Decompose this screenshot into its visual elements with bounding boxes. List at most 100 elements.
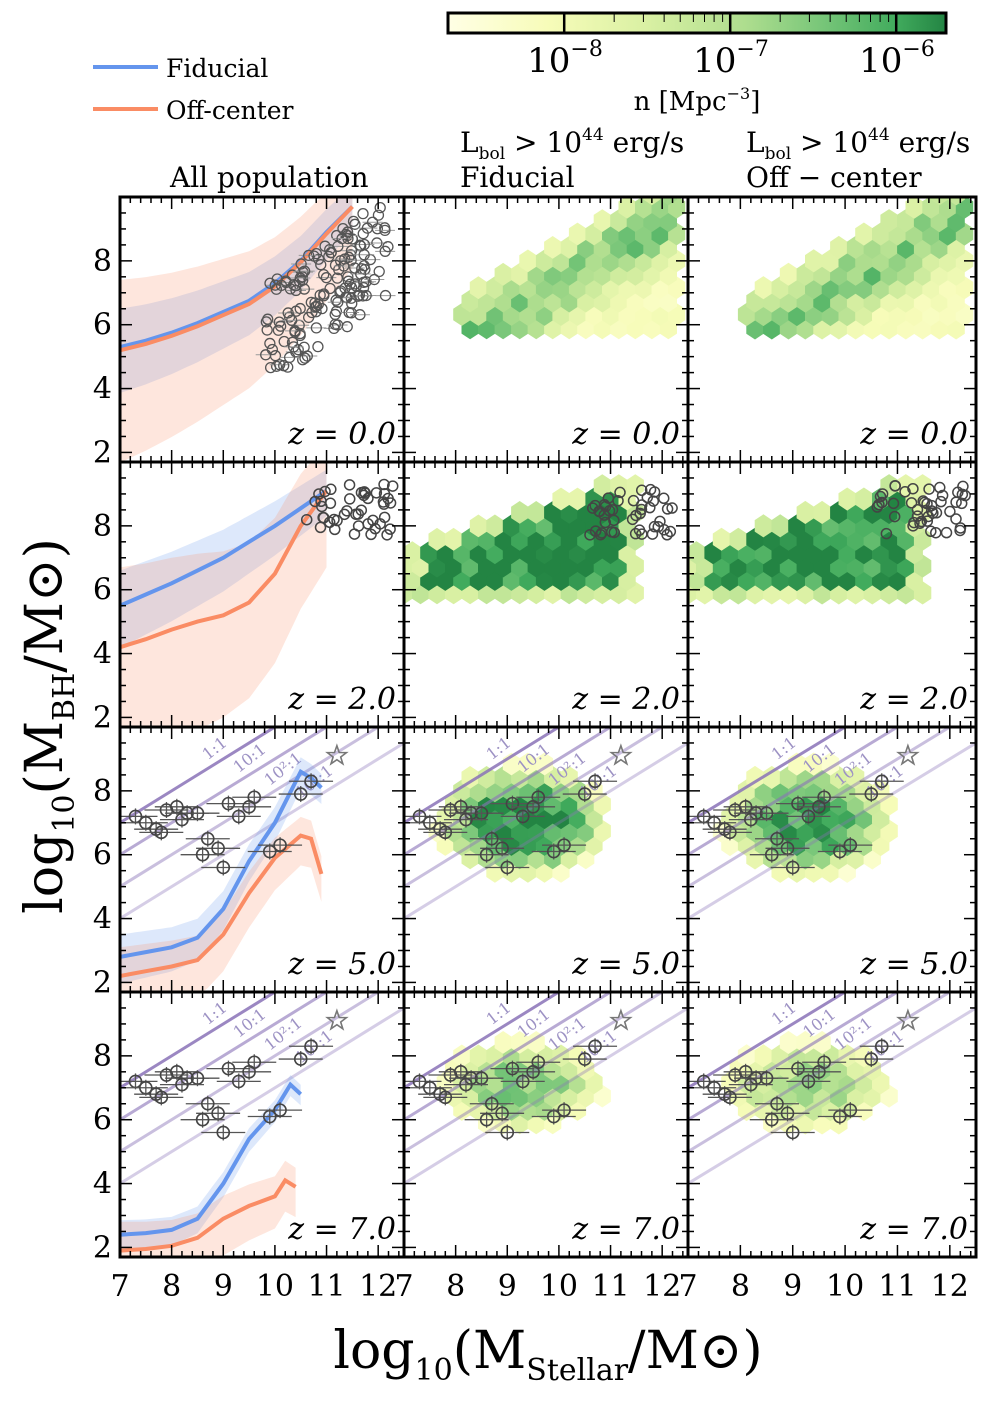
observation-point (175, 1077, 189, 1092)
hexbin-cell (428, 527, 446, 551)
observation-star (325, 1008, 349, 1031)
observation-point (723, 1090, 737, 1105)
y-tick-label: 8 (93, 244, 112, 279)
observation-point (384, 497, 397, 509)
observation-point (812, 800, 826, 814)
observation-point (791, 796, 805, 811)
x-tick-label: 9 (783, 1269, 802, 1304)
observation-point (309, 495, 321, 508)
observation-point (310, 306, 322, 318)
hexbin-cell (469, 1044, 487, 1068)
ratio-line (688, 741, 976, 920)
hexbin-cell (527, 501, 545, 524)
hexbin-cell (568, 487, 587, 511)
observation-point (666, 502, 678, 514)
observation-point (770, 831, 784, 846)
x-tick-label: 10 (826, 1269, 864, 1304)
hexbin-cell (552, 487, 570, 511)
hexbin-cell (754, 1044, 773, 1068)
observation-point (770, 1096, 784, 1111)
ratio-line (120, 992, 278, 1090)
observation-point (557, 1103, 571, 1117)
observation-point (344, 493, 356, 505)
observation-point (299, 352, 311, 364)
observation-point (310, 322, 323, 334)
observation-point (195, 847, 210, 862)
hexbin-cell (729, 527, 747, 551)
observation-point (950, 513, 962, 525)
observation-point (584, 529, 596, 541)
observation-point (343, 479, 356, 491)
observation-point (629, 527, 642, 540)
observation-point (266, 343, 278, 356)
hexbin-layer (428, 752, 611, 883)
ratio-line (120, 741, 404, 920)
observation-point (812, 1065, 826, 1079)
observation-point (921, 515, 934, 527)
hexbin-cell (568, 1044, 587, 1068)
hexbin-cell (712, 527, 731, 551)
observation-point (336, 232, 348, 245)
observation-point (744, 1077, 758, 1092)
observation-point (300, 513, 313, 526)
observation-point (304, 1039, 318, 1054)
observation-point (925, 525, 937, 538)
observation-point (298, 265, 311, 277)
observation-point (843, 1103, 858, 1117)
hexbin-cell (855, 1044, 873, 1068)
observation-point (331, 514, 343, 527)
observation-point (275, 320, 287, 332)
hexbin-cell (494, 1031, 512, 1054)
observation-point (338, 260, 350, 272)
ratio-line (404, 727, 666, 888)
ratio-line (688, 727, 901, 856)
observation-point (661, 529, 673, 541)
hexbin-cell (511, 501, 529, 524)
observation-point (934, 481, 946, 494)
observation-point (944, 505, 956, 518)
observation-point (378, 487, 391, 500)
hexbin-layer (712, 752, 898, 883)
observation-point (175, 812, 189, 827)
panel-z2-off-center (688, 474, 971, 605)
observation-point (785, 860, 800, 875)
column-titles: All population Lbol > 1044 erg/s Fiducia… (169, 125, 970, 194)
observation-point (914, 517, 926, 529)
ratio-line (404, 727, 614, 856)
observation-point (384, 523, 396, 535)
observation-point (917, 495, 929, 507)
observation-point (723, 825, 737, 840)
observation-point (627, 494, 640, 507)
observation-point (318, 268, 330, 281)
observation-point (930, 507, 943, 519)
hexbin-cell (469, 276, 487, 300)
hexbin-cell (544, 236, 562, 259)
observation-point (593, 505, 605, 518)
observation-markers (120, 1008, 349, 1141)
observation-point (940, 526, 953, 539)
observation-point (293, 1052, 308, 1066)
observation-point (315, 259, 327, 271)
observation-point (899, 486, 911, 498)
observation-point (744, 812, 758, 827)
range-band-fiducial (120, 197, 353, 393)
panel-z0-fiducial (453, 197, 686, 340)
ratio-line (120, 992, 382, 1153)
hexbin-cell (771, 514, 789, 538)
observation-point (936, 489, 949, 502)
x-tick-label: 10 (256, 1269, 294, 1304)
observation-point (874, 1039, 889, 1054)
x-tick-label: 11 (307, 1269, 345, 1304)
observation-point (864, 1052, 879, 1066)
hexbin-cell (494, 262, 512, 286)
observation-point (889, 479, 901, 492)
observation-point (954, 524, 966, 537)
observation-point (371, 237, 383, 249)
ratio-line (120, 727, 278, 825)
hexbin-cell (519, 752, 537, 776)
ratio-line (688, 992, 848, 1090)
y-tick-label: 4 (93, 1167, 112, 1202)
observation-point (302, 311, 315, 324)
panel-z0-off-center (737, 197, 974, 340)
observation-point (309, 297, 321, 309)
